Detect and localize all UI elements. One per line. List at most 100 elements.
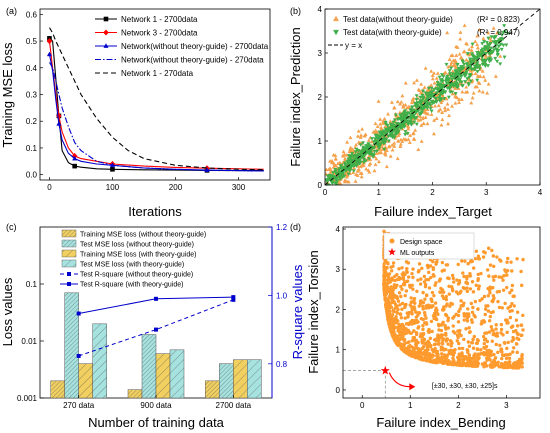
panel-d-design-point (488, 263, 493, 267)
panel-a-legend-entry: Network 1 - 2700data (121, 15, 198, 24)
panel-d-design-point (510, 339, 514, 343)
panel-d-design-point (439, 286, 443, 291)
panel-d-design-point (433, 301, 438, 305)
panel-d-design-point (466, 340, 470, 344)
panel-d-design-point (471, 346, 476, 350)
panel-b-legend-marker (333, 29, 339, 36)
panel-d-design-point (397, 267, 401, 271)
panel-a-loss-curves: (a) 0 100 200 300 0.0 0.1 0.2 0.3 0.4 0.5 0.6 Netw… (0, 6, 271, 219)
panel-b-reference-line (325, 9, 540, 185)
panel-a-legend-entry: Network(without theory-guide) - 270data (121, 56, 264, 65)
panel-d-design-point (507, 356, 512, 361)
panel-d-design-point (388, 280, 392, 284)
panel-b-point-1 (451, 75, 456, 80)
panel-a-series (46, 27, 264, 173)
panel-d-design-point (473, 359, 477, 363)
panel-a-legend-marker (103, 16, 109, 22)
panel-b-point-0 (429, 69, 434, 73)
panel-d-design-point (390, 269, 394, 273)
panel-d-ml-output-point (380, 365, 390, 375)
panel-a-point (46, 38, 53, 45)
panel-b-point-0 (483, 78, 488, 82)
panel-b-point-1 (486, 36, 491, 41)
panel-d-design-point (388, 327, 393, 331)
panel-d-design-point (383, 269, 387, 273)
panel-d-design-point (432, 293, 436, 298)
panel-d-design-point (467, 344, 472, 348)
panel-b-point-1 (381, 129, 386, 134)
panel-b-point-0 (411, 131, 415, 136)
panel-d-design-point (415, 318, 419, 323)
panel-d-design-point (510, 288, 514, 292)
panel-d-xtick-label: 0 (360, 401, 365, 410)
panel-b-point-1 (464, 71, 469, 76)
panel-d-design-point (421, 327, 425, 332)
panel-b-point-0 (340, 190, 343, 193)
panel-d-design-point (468, 287, 473, 291)
panel-b-point-1 (439, 79, 443, 83)
panel-d-design-point (414, 331, 419, 335)
panel-c-y2tick-label: 1.0 (276, 291, 288, 300)
panel-d-design-point (465, 348, 469, 352)
panel-b-point-0 (375, 124, 380, 129)
panel-d-design-point (474, 249, 479, 253)
panel-b-point-1 (382, 141, 387, 146)
panel-b-point-1 (449, 83, 454, 87)
panel-b-point-0 (354, 142, 359, 147)
panel-d-design-point (445, 302, 449, 306)
panel-b-point-0 (475, 33, 480, 38)
panel-d-design-point (389, 305, 394, 310)
panel-d-design-point (520, 365, 524, 369)
panel-d-design-point (469, 301, 474, 306)
panel-d-design-point (439, 290, 443, 294)
panel-d-design-point (420, 266, 424, 270)
panel-a-legend-marker (103, 43, 109, 48)
panel-d-design-point (423, 284, 428, 289)
panel-d-design-point (521, 313, 525, 318)
panel-d-design-point (431, 304, 435, 308)
panel-d-design-point (462, 318, 466, 322)
panel-d-design-point (471, 290, 476, 294)
panel-d-design-point (399, 316, 404, 320)
panel-b-point-1 (450, 90, 455, 95)
panel-d-design-point (475, 347, 480, 352)
panel-b-point-1 (494, 47, 499, 52)
panel-b-point-0 (376, 159, 381, 164)
panel-b-point-1 (372, 149, 377, 154)
panel-b-point-1 (423, 91, 428, 96)
panel-d-design-point (382, 273, 387, 277)
panel-d-design-point (445, 361, 449, 366)
panel-b-point-1 (373, 139, 378, 144)
panel-b-point-1 (385, 130, 390, 134)
panel-d-design-point (463, 362, 467, 366)
panel-d-design-point (506, 256, 510, 261)
panel-d-design-point (435, 349, 440, 354)
panel-d-design-point (465, 312, 469, 316)
panel-d-design-point (388, 309, 392, 314)
panel-d-design-point (418, 282, 423, 286)
panel-b-xlabel: Failure index_Target (374, 204, 492, 219)
panel-d-design-point (397, 277, 401, 281)
panel-d-design-point (501, 288, 506, 292)
panel-d-design-point (405, 270, 409, 274)
panel-d-design-point (515, 342, 519, 346)
panel-b-xtick-label: 1 (377, 188, 382, 197)
panel-a-ylabel: Training MSE loss (0, 42, 15, 147)
panel-b-point-1 (332, 186, 335, 189)
panel-b-point-0 (447, 57, 452, 61)
panel-d-design-point (455, 339, 459, 343)
panel-d-design-point (483, 337, 488, 341)
panel-b-point-1 (454, 84, 459, 89)
panel-c-bar-hatch (170, 349, 184, 398)
panel-b-point-1 (414, 97, 419, 102)
panel-b-point-0 (485, 90, 490, 95)
panel-b-point-1 (406, 122, 411, 127)
panel-b-ylabel: Failure index_Prediction (288, 27, 303, 166)
panel-d-design-point (497, 275, 501, 279)
panel-d-design-point (386, 261, 390, 265)
panel-d-design-point (509, 364, 513, 368)
panel-d-design-point (400, 301, 405, 306)
panel-d-design-point (452, 280, 456, 284)
panel-d-design-point (409, 300, 413, 304)
